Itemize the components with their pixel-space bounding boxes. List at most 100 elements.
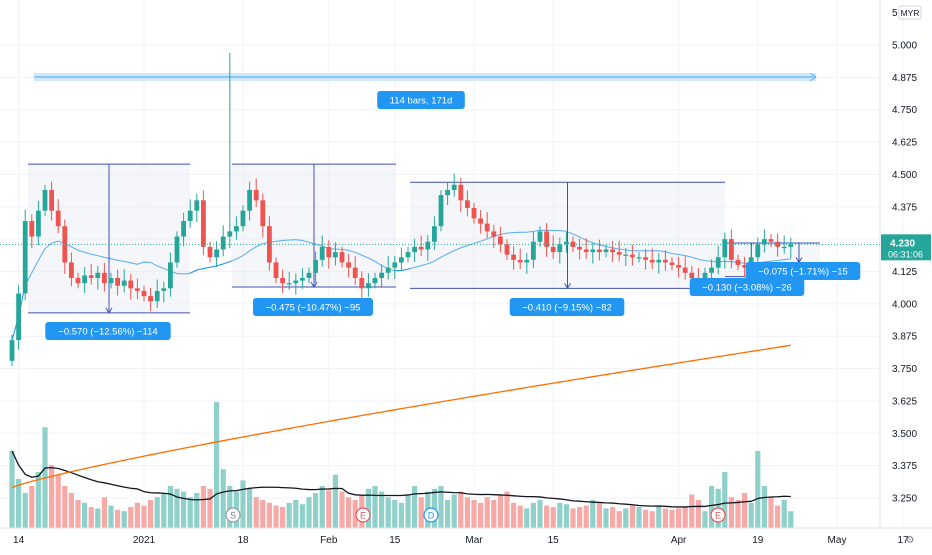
- volume-bar: [379, 491, 385, 528]
- time-tick-label: 17: [897, 535, 909, 546]
- volume-bar: [530, 502, 536, 528]
- price-axis[interactable]: 5.MYR5.0004.8754.7504.6254.5004.3754.250…: [0, 0, 931, 528]
- volume-bar: [722, 472, 728, 528]
- candle-body: [128, 280, 134, 289]
- candle-body: [69, 262, 74, 278]
- label-measure-4: −0.130 (−3.08%) −26: [702, 283, 792, 294]
- price-tick-label: 3.500: [892, 429, 917, 440]
- candle-body: [392, 262, 398, 268]
- volume-bar: [392, 500, 398, 528]
- candle-body: [399, 257, 404, 263]
- volume-bar: [82, 502, 88, 528]
- candle-body: [121, 280, 127, 286]
- candle-body: [676, 265, 681, 268]
- candle-body: [240, 210, 246, 227]
- volume-bar: [319, 486, 325, 528]
- candle-body: [220, 236, 226, 250]
- volume-bar: [458, 491, 464, 528]
- volume-bar: [577, 507, 583, 528]
- candle-body: [293, 280, 299, 284]
- label-measure-2: −0.475 (−10.47%) −95: [266, 303, 361, 314]
- volume-bar: [682, 507, 688, 528]
- candle-body: [16, 293, 21, 341]
- candle-body: [247, 189, 252, 211]
- volume-bar: [108, 505, 114, 528]
- candle-body: [385, 267, 391, 273]
- label-measure-5: −0.075 (−1.71%) −15: [758, 267, 848, 278]
- candle-body: [742, 265, 747, 268]
- candle-body: [722, 239, 728, 258]
- candle-body: [253, 189, 259, 201]
- price-tick-label: 4.875: [892, 73, 917, 84]
- price-tick-label: 3.250: [892, 494, 917, 505]
- candle-body: [504, 244, 510, 255]
- time-axis[interactable]: 14202118Feb15Mar15Apr19May17Jun14⚙: [0, 527, 932, 546]
- volume-bar: [339, 491, 345, 528]
- candle-body: [405, 252, 411, 258]
- volume-bar: [398, 502, 404, 528]
- label-measure-1-bg: [45, 322, 171, 340]
- volume-bar: [148, 500, 154, 528]
- volume-bar: [161, 493, 167, 528]
- candle-body: [22, 221, 28, 294]
- volume-bar: [781, 500, 787, 528]
- candle-body: [465, 200, 470, 209]
- candle-body: [649, 259, 655, 263]
- candle-body: [286, 283, 292, 285]
- volume-bar: [49, 465, 55, 528]
- volume-bar: [629, 505, 635, 528]
- price-tick-label: 4.500: [892, 170, 917, 181]
- volume-bar: [260, 500, 266, 528]
- volume-bar: [563, 504, 569, 528]
- volume-bar: [187, 497, 193, 528]
- candle-body: [484, 223, 490, 232]
- volume-bar: [365, 488, 371, 528]
- volume-bar: [220, 469, 226, 528]
- candle-body: [702, 272, 708, 284]
- candle-body: [597, 249, 602, 253]
- volume-bar: [636, 507, 642, 528]
- volume-bar: [695, 500, 701, 528]
- candle-body: [234, 226, 239, 232]
- candle-body: [326, 246, 332, 258]
- volume-bar: [115, 509, 121, 528]
- volume-bar: [200, 486, 206, 528]
- volume-bar: [167, 486, 173, 528]
- candle-body: [418, 246, 424, 250]
- volume-bar: [22, 493, 28, 528]
- volume-bar: [445, 500, 451, 528]
- time-tick-label: 19: [752, 535, 764, 546]
- candle-body: [108, 277, 114, 284]
- volume-bar: [491, 500, 497, 528]
- candle-body: [161, 288, 167, 291]
- event-marker: [423, 507, 439, 523]
- candle-body: [154, 290, 160, 302]
- label-bars-range-bg: [377, 91, 465, 109]
- event-marker-label: D: [428, 511, 435, 521]
- candle-body: [715, 257, 721, 268]
- candle-body: [319, 246, 325, 260]
- volume-bar: [596, 502, 602, 528]
- price-tick-label: 3.750: [892, 364, 917, 375]
- volume-bar: [141, 505, 147, 528]
- candles: [9, 52, 794, 366]
- volume-bar: [35, 472, 41, 528]
- volume-bar: [385, 497, 391, 528]
- label-measure-4-bg: [689, 278, 805, 296]
- candle-body: [755, 244, 761, 258]
- volume-bar: [240, 480, 246, 528]
- price-tick-label: 5.000: [892, 41, 917, 52]
- time-tick-label: Apr: [671, 535, 687, 546]
- candle-body: [412, 246, 417, 253]
- price-tick-label: 4.375: [892, 202, 917, 213]
- volume-bar: [497, 494, 503, 528]
- candle-body: [36, 210, 41, 237]
- volume-bar: [62, 486, 68, 528]
- candle-body: [174, 236, 180, 263]
- label-measure-5-bg: [745, 262, 861, 280]
- volume-bar: [517, 505, 523, 528]
- candle-body: [517, 259, 523, 263]
- candle-body: [511, 254, 516, 260]
